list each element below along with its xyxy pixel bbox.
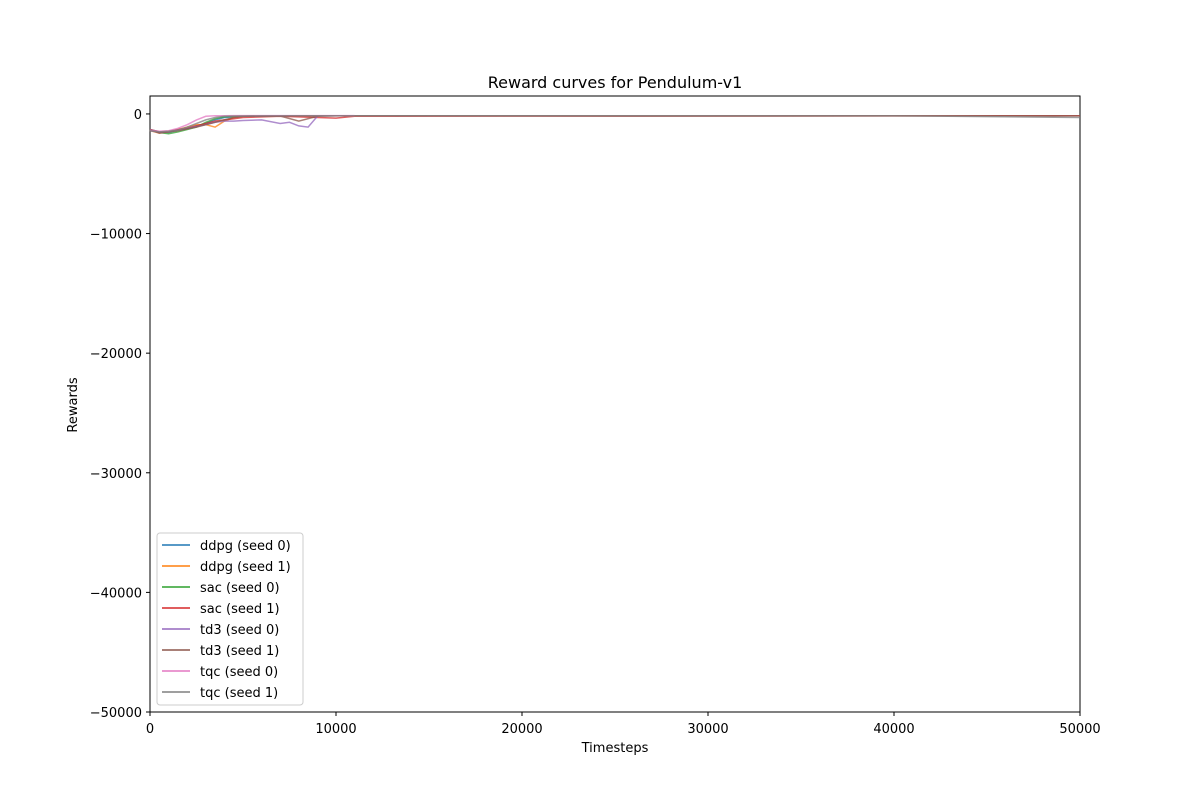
y-tick-label: −40000 [90,586,142,601]
x-axis-ticks: 0 10000 20000 30000 40000 50000 [146,712,1101,737]
x-tick-label: 20000 [501,722,542,737]
y-tick-label: −50000 [90,706,142,721]
x-tick-label: 10000 [315,722,356,737]
y-tick-label: −30000 [90,467,142,482]
x-tick-label: 0 [146,722,154,737]
y-tick-label: −20000 [90,347,142,362]
y-tick-label: 0 [134,108,142,123]
legend-box [156,532,304,706]
legend-label-3: sac (seed 1) [200,602,280,617]
legend-label-6: tqc (seed 0) [200,665,278,680]
legend: ddpg (seed 0) ddpg (seed 1) sac (seed 0) sa… [156,532,304,706]
plot-area [149,95,1081,713]
legend-label-5: td3 (seed 1) [200,644,279,659]
series-line-7 [149,114,1081,133]
legend-label-1: ddpg (seed 1) [200,560,291,575]
y-axis-label: Rewards [66,377,81,432]
x-tick-label: 40000 [873,722,914,737]
x-tick-label: 50000 [1059,722,1100,737]
y-axis-ticks: 0 −10000 −20000 −30000 −40000 −50000 [90,108,150,721]
legend-label-2: sac (seed 0) [200,581,280,596]
legend-label-7: tqc (seed 1) [200,686,278,701]
plot-frame [149,95,1081,713]
x-tick-label: 30000 [687,722,728,737]
legend-label-4: td3 (seed 0) [200,623,279,638]
series-layer [149,114,1081,135]
y-tick-label: −10000 [90,228,142,243]
chart-title: Reward curves for Pendulum-v1 [488,73,743,92]
x-axis-label: Timesteps [581,741,649,756]
legend-label-0: ddpg (seed 0) [200,539,291,554]
